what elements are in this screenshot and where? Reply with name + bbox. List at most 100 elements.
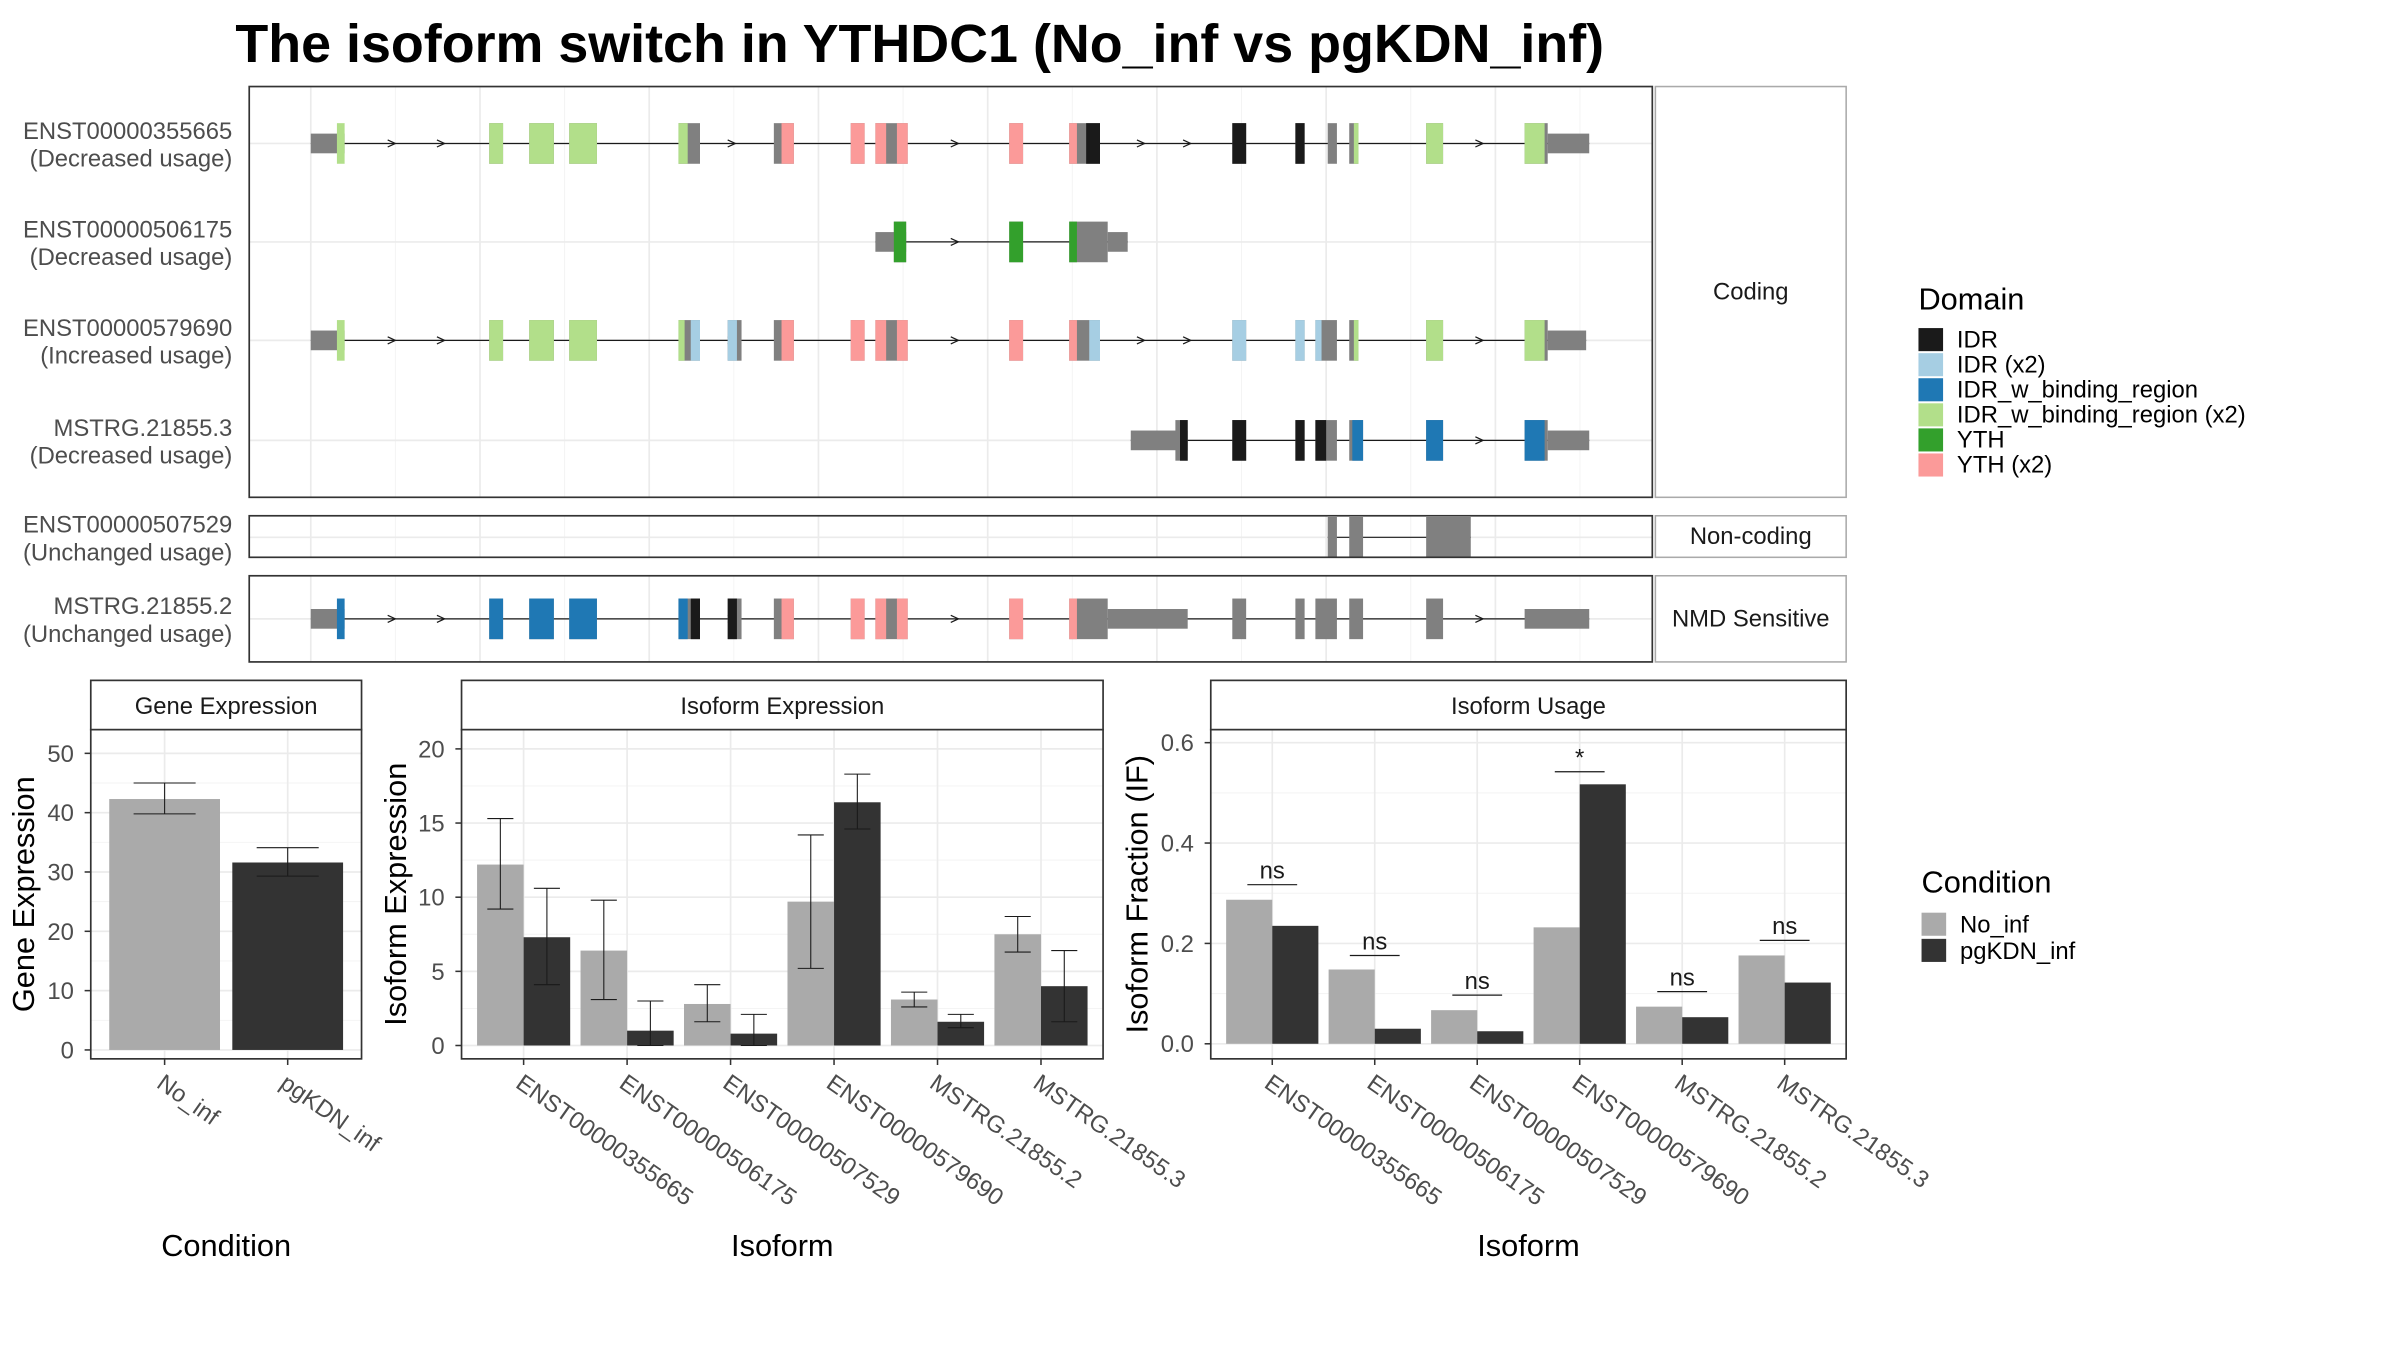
exon	[1107, 609, 1188, 629]
panel-strip	[89, 679, 363, 731]
domain-block	[896, 123, 908, 164]
transcript-usage-label: (Unchanged usage)	[23, 621, 232, 648]
domain-block	[1009, 123, 1024, 164]
strand-arrow	[1475, 614, 1485, 623]
domain-block	[690, 598, 700, 640]
significance-label: ns	[1260, 858, 1285, 885]
bar	[1682, 1017, 1729, 1044]
domain-block	[1069, 320, 1077, 361]
domain-block	[1009, 320, 1024, 361]
facet-strip	[1654, 515, 1847, 559]
bar	[232, 862, 344, 1050]
domain-block	[529, 320, 554, 361]
significance-label: ns	[1362, 928, 1387, 955]
domain-block	[1295, 123, 1305, 164]
strand-arrow	[950, 336, 960, 345]
transcript-track	[1327, 517, 1471, 558]
domain-block	[489, 320, 504, 361]
strand-arrow	[1475, 436, 1485, 445]
domain-legend-key	[1918, 328, 1944, 352]
transcript-name-label: ENST00000506175	[23, 216, 232, 243]
exon	[1315, 598, 1337, 640]
exon	[1547, 133, 1590, 154]
exon	[1524, 609, 1590, 629]
domain-block	[1069, 598, 1077, 640]
strand-arrow	[436, 336, 447, 345]
domain-block	[1009, 221, 1024, 263]
y-tick-label: 0.4	[1161, 831, 1194, 858]
panel-strip-title: Gene Expression	[135, 693, 318, 720]
domain-block	[678, 598, 688, 640]
domain-legend-label: IDR_w_binding_region (x2)	[1957, 402, 2246, 429]
error-bar	[1004, 915, 1031, 953]
strand-arrow	[436, 139, 447, 148]
significance-label: ns	[1670, 964, 1695, 991]
y-tick-label: 40	[47, 800, 74, 827]
domain-block	[569, 123, 597, 164]
facet-strip-label: Non-coding	[1690, 523, 1812, 550]
condition-legend-key	[1921, 938, 1947, 962]
strand-arrow	[387, 336, 397, 345]
domain-block	[1180, 420, 1188, 461]
domain-legend-key	[1918, 403, 1944, 427]
y-tick-label: 20	[47, 919, 74, 946]
transcript-structure-panel: Coding Non-coding NMD Sensitive ENST0000035…	[23, 85, 1847, 663]
significance-label: ns	[1772, 913, 1797, 940]
bar	[1636, 1006, 1683, 1044]
error-bar	[1051, 950, 1078, 1023]
transcript-track	[310, 320, 1587, 361]
transcript-usage-label: (Decreased usage)	[30, 146, 233, 173]
error-bar	[256, 847, 319, 877]
domain-block	[1352, 420, 1364, 461]
domain-block	[875, 320, 887, 361]
strand-arrow	[1475, 336, 1485, 345]
exon	[1130, 430, 1188, 451]
domain-legend-key	[1918, 428, 1944, 452]
domain-block	[1295, 320, 1305, 361]
strand-arrow	[950, 237, 960, 247]
exon	[310, 330, 345, 351]
domain-block	[1069, 123, 1077, 164]
exon	[1327, 123, 1337, 164]
exon	[1426, 598, 1444, 640]
exon	[1327, 517, 1337, 558]
domain-block	[569, 598, 597, 640]
bar	[1738, 955, 1785, 1044]
domain-legend-key	[1918, 353, 1944, 377]
strand-arrow	[1475, 139, 1485, 148]
strand-arrow	[387, 614, 397, 623]
bar	[1272, 925, 1319, 1044]
exon	[1349, 517, 1364, 558]
domain-block	[875, 598, 887, 640]
error-bar	[590, 899, 617, 1001]
exon	[1232, 598, 1247, 640]
domain-block	[690, 320, 700, 361]
y-tick-label: 15	[418, 811, 445, 838]
domain-block	[489, 598, 504, 640]
error-bar	[947, 1013, 974, 1029]
strand-arrow	[1182, 336, 1193, 345]
y-tick-label: 0.6	[1161, 730, 1194, 757]
transcript-track	[875, 221, 1128, 263]
domain-block	[850, 598, 865, 640]
domain-legend-title: Domain	[1918, 282, 2024, 317]
panel-strip	[460, 679, 1104, 731]
domain-legend-key	[1918, 378, 1944, 402]
exon	[1547, 430, 1590, 451]
panel-strip-title: Isoform Usage	[1451, 693, 1606, 720]
domain-block	[781, 123, 794, 164]
domain-block	[1524, 320, 1545, 361]
exon	[310, 133, 345, 154]
facet-strip	[1654, 575, 1847, 663]
transcript-name-label: ENST00000507529	[23, 512, 232, 539]
domain-legend-label: IDR_w_binding_region	[1957, 376, 2198, 403]
y-tick-label: 10	[418, 885, 445, 912]
figure-title: The isoform switch in YTHDC1 (No_inf vs …	[235, 14, 1604, 74]
bar	[1374, 1028, 1421, 1044]
bar	[1477, 1031, 1524, 1044]
bar	[1226, 899, 1273, 1044]
facet-strip-label: Coding	[1713, 279, 1789, 306]
domain-block	[569, 320, 597, 361]
domain-block	[1069, 221, 1077, 263]
strand-arrow	[1182, 139, 1193, 148]
